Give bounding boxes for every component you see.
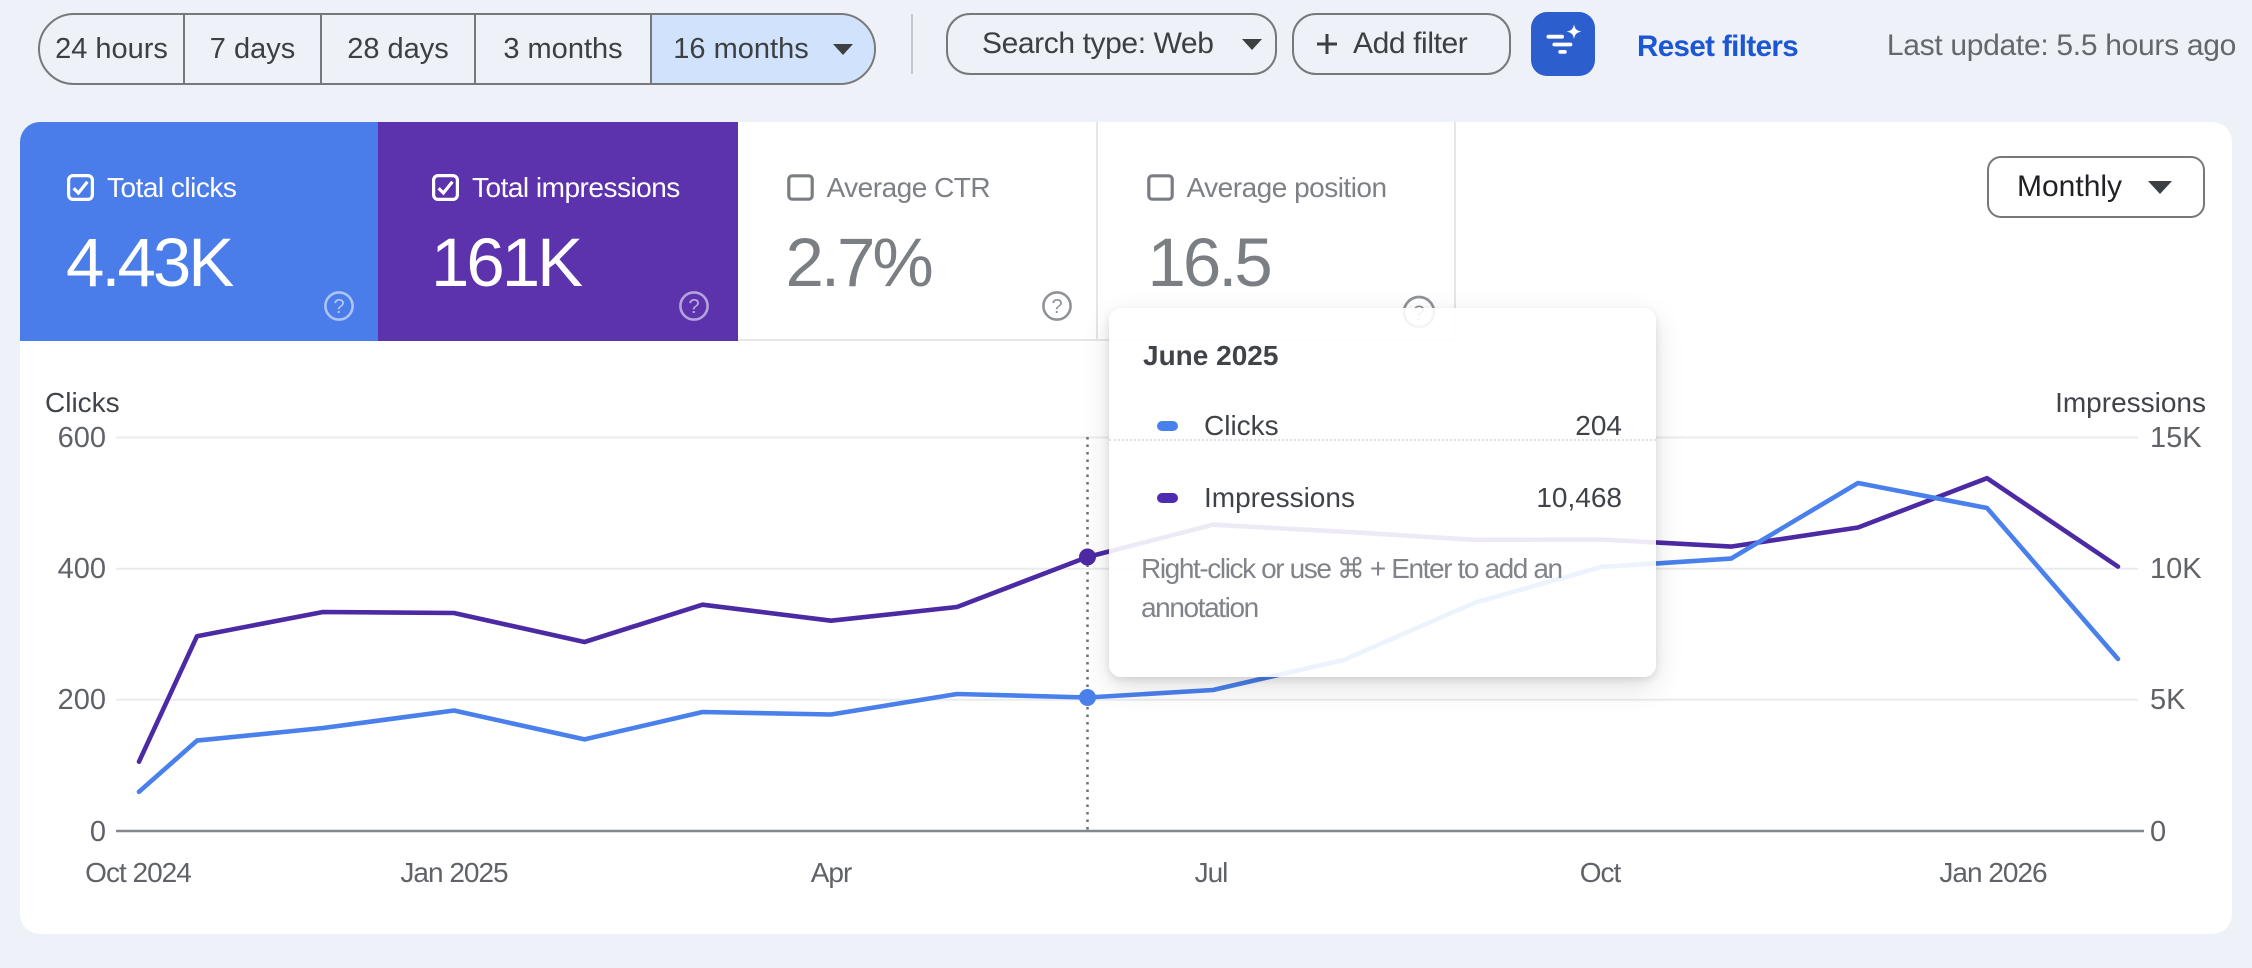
svg-text:10K: 10K: [2150, 553, 2202, 585]
svg-text:?: ?: [333, 296, 344, 318]
svg-text:0: 0: [90, 816, 106, 848]
svg-text:Oct: Oct: [1580, 857, 1622, 888]
svg-text:?: ?: [688, 296, 699, 318]
svg-text:Impressions: Impressions: [2055, 387, 2206, 418]
svg-text:Clicks: Clicks: [45, 387, 120, 418]
svg-text:Jan 2025: Jan 2025: [400, 857, 508, 888]
svg-text:Jan 2026: Jan 2026: [1939, 857, 2047, 888]
svg-text:Oct 2024: Oct 2024: [85, 857, 191, 888]
svg-text:Jul: Jul: [1195, 857, 1228, 888]
svg-text:600: 600: [58, 422, 106, 454]
svg-text:Apr: Apr: [811, 857, 852, 888]
svg-text:5K: 5K: [2150, 684, 2186, 716]
svg-text:0: 0: [2150, 816, 2166, 848]
svg-text:15K: 15K: [2150, 422, 2202, 454]
svg-text:200: 200: [58, 684, 106, 716]
svg-text:?: ?: [1051, 296, 1062, 318]
svg-text:400: 400: [58, 553, 106, 585]
